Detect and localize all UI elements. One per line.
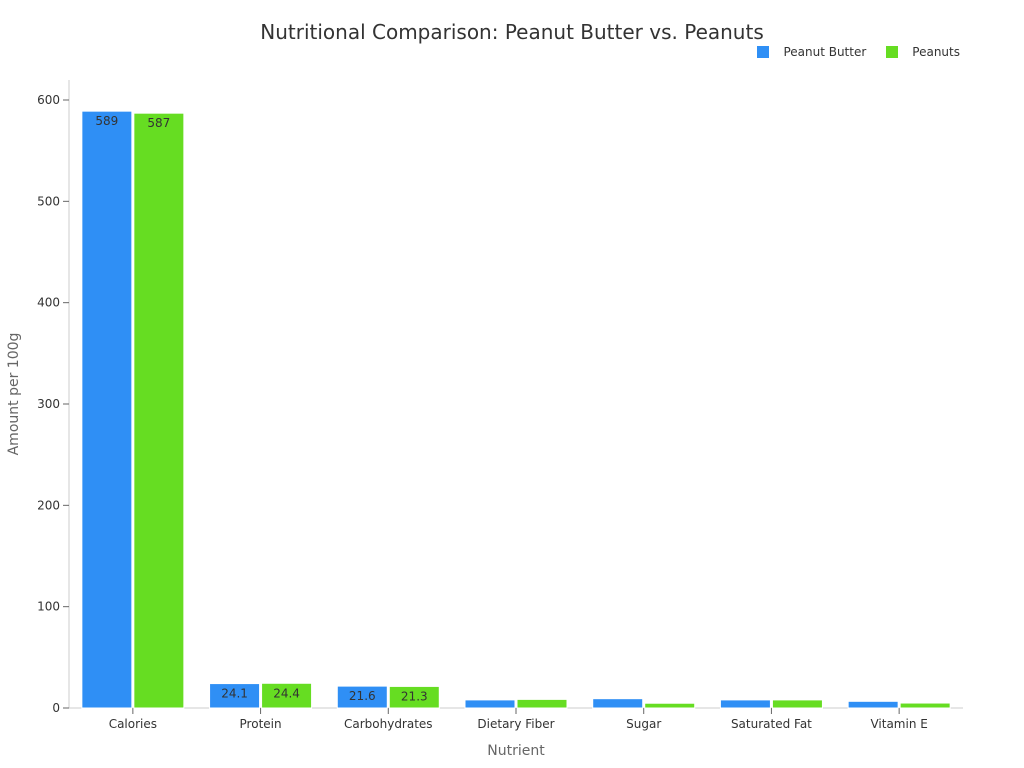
legend-item-peanut-butter[interactable]: Peanut Butter [757,45,866,59]
legend-swatch-peanuts [886,46,899,58]
bar[interactable] [261,682,313,709]
bar[interactable] [336,685,388,709]
x-tick-label: Protein [240,717,282,731]
bar[interactable] [847,700,899,709]
bar-value-label: 589 [95,114,118,128]
legend-label: Peanut Butter [783,45,867,59]
x-tick-label: Calories [109,717,157,731]
y-tick-label: 0 [52,701,60,715]
legend-item-peanuts[interactable]: Peanuts [886,45,960,59]
bar[interactable] [133,112,185,709]
x-tick-label: Saturated Fat [731,717,812,731]
legend: Peanut Butter Peanuts [757,45,960,59]
bar[interactable] [771,699,823,709]
bar[interactable] [388,685,440,709]
bar-value-label: 24.1 [221,687,248,701]
bar-value-label: 587 [147,116,170,130]
y-tick-label: 300 [37,397,60,411]
bar[interactable] [81,110,133,709]
y-tick-label: 500 [37,194,60,208]
bar[interactable] [209,683,261,709]
y-tick-label: 400 [37,296,60,310]
bar-value-label: 21.3 [401,689,428,703]
x-tick-label: Sugar [626,717,661,731]
bar-value-label: 24.4 [273,686,300,700]
bar-value-label: 21.6 [349,689,376,703]
x-tick-label: Vitamin E [870,717,927,731]
bar[interactable] [644,702,696,709]
bar[interactable] [464,699,516,709]
legend-swatch-peanut-butter [757,46,770,58]
bar[interactable] [516,698,568,709]
y-axis-title: Amount per 100g [6,333,22,456]
legend-label: Peanuts [912,45,960,59]
chart-title: Nutritional Comparison: Peanut Butter vs… [260,20,764,44]
x-axis-title: Nutrient [487,743,545,759]
y-tick-label: 600 [37,93,60,107]
bar[interactable] [719,699,771,709]
bar[interactable] [899,702,951,709]
bar[interactable] [592,698,644,709]
y-tick-label: 100 [37,600,60,614]
x-tick-label: Carbohydrates [344,717,433,731]
x-tick-label: Dietary Fiber [477,717,554,731]
y-tick-label: 200 [37,498,60,512]
